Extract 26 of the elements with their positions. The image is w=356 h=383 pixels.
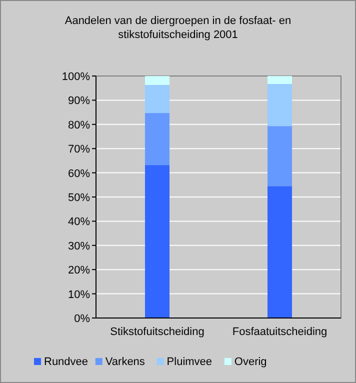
bar bbox=[145, 84, 170, 114]
x-tick-label: Fosfaatuitscheiding bbox=[232, 326, 328, 338]
bar bbox=[145, 76, 170, 85]
bar bbox=[268, 76, 292, 84]
chart-title: Aandelen van de diergroepen in de fosfaat- en stikstofuitscheiding 2001 bbox=[64, 15, 292, 41]
y-tick-label: 80% bbox=[68, 119, 90, 132]
legend-label: Overig bbox=[234, 356, 267, 368]
y-tick-label: 0% bbox=[74, 313, 90, 325]
x-tick-label: Stikstofuitscheiding bbox=[110, 326, 204, 338]
y-tick-label: 60% bbox=[68, 168, 90, 180]
bar bbox=[268, 186, 292, 318]
y-tick-label: 70% bbox=[68, 144, 90, 156]
legend-label: Pluimvee bbox=[166, 356, 212, 368]
bar bbox=[268, 84, 292, 126]
y-tick-label: 90% bbox=[68, 95, 90, 108]
legend-label: Varkens bbox=[105, 356, 146, 368]
y-tick-label: 40% bbox=[68, 216, 90, 228]
bar bbox=[145, 113, 170, 166]
y-tick-label: 10% bbox=[68, 288, 90, 301]
y-tick-label: 30% bbox=[68, 240, 90, 252]
y-tick-label: 20% bbox=[68, 264, 90, 277]
bar bbox=[268, 126, 292, 186]
bar bbox=[145, 165, 170, 318]
y-tick-label: 100% bbox=[62, 71, 90, 83]
legend-label: Rundvee bbox=[44, 356, 88, 368]
y-tick-label: 50% bbox=[68, 192, 90, 204]
